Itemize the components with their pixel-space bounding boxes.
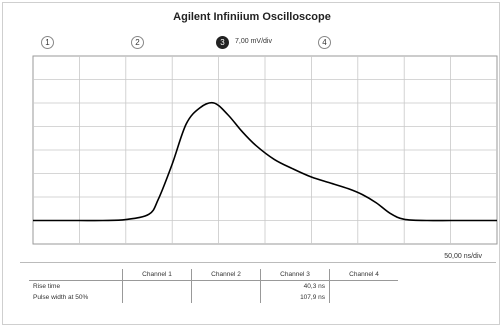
measurement-value: 40,3 ns	[261, 281, 330, 293]
measurement-row-pulse-width: Pulse width at 50% 107,9 ns	[29, 292, 398, 303]
measurement-value	[192, 281, 261, 293]
measurement-header-channel-4: Channel 4	[330, 269, 399, 281]
measurement-header-channel-1: Channel 1	[123, 269, 192, 281]
measurement-value: 107,9 ns	[261, 292, 330, 303]
measurement-value	[330, 292, 399, 303]
measurement-value	[192, 292, 261, 303]
measurement-label: Rise time	[29, 281, 123, 293]
measurement-value	[330, 281, 399, 293]
measurement-label: Pulse width at 50%	[29, 292, 123, 303]
measurement-header-channel-3: Channel 3	[261, 269, 330, 281]
measurement-row-rise-time: Rise time 40,3 ns	[29, 281, 398, 293]
measurement-header-channel-2: Channel 2	[192, 269, 261, 281]
measurement-table: Channel 1 Channel 2 Channel 3 Channel 4 …	[29, 269, 398, 303]
measurement-divider	[20, 262, 496, 263]
measurement-header-blank	[29, 269, 123, 281]
measurement-header-row: Channel 1 Channel 2 Channel 3 Channel 4	[29, 269, 398, 281]
measurement-value	[123, 292, 192, 303]
measurement-value	[123, 281, 192, 293]
timebase-readout: 50,00 ns/div	[444, 253, 482, 260]
